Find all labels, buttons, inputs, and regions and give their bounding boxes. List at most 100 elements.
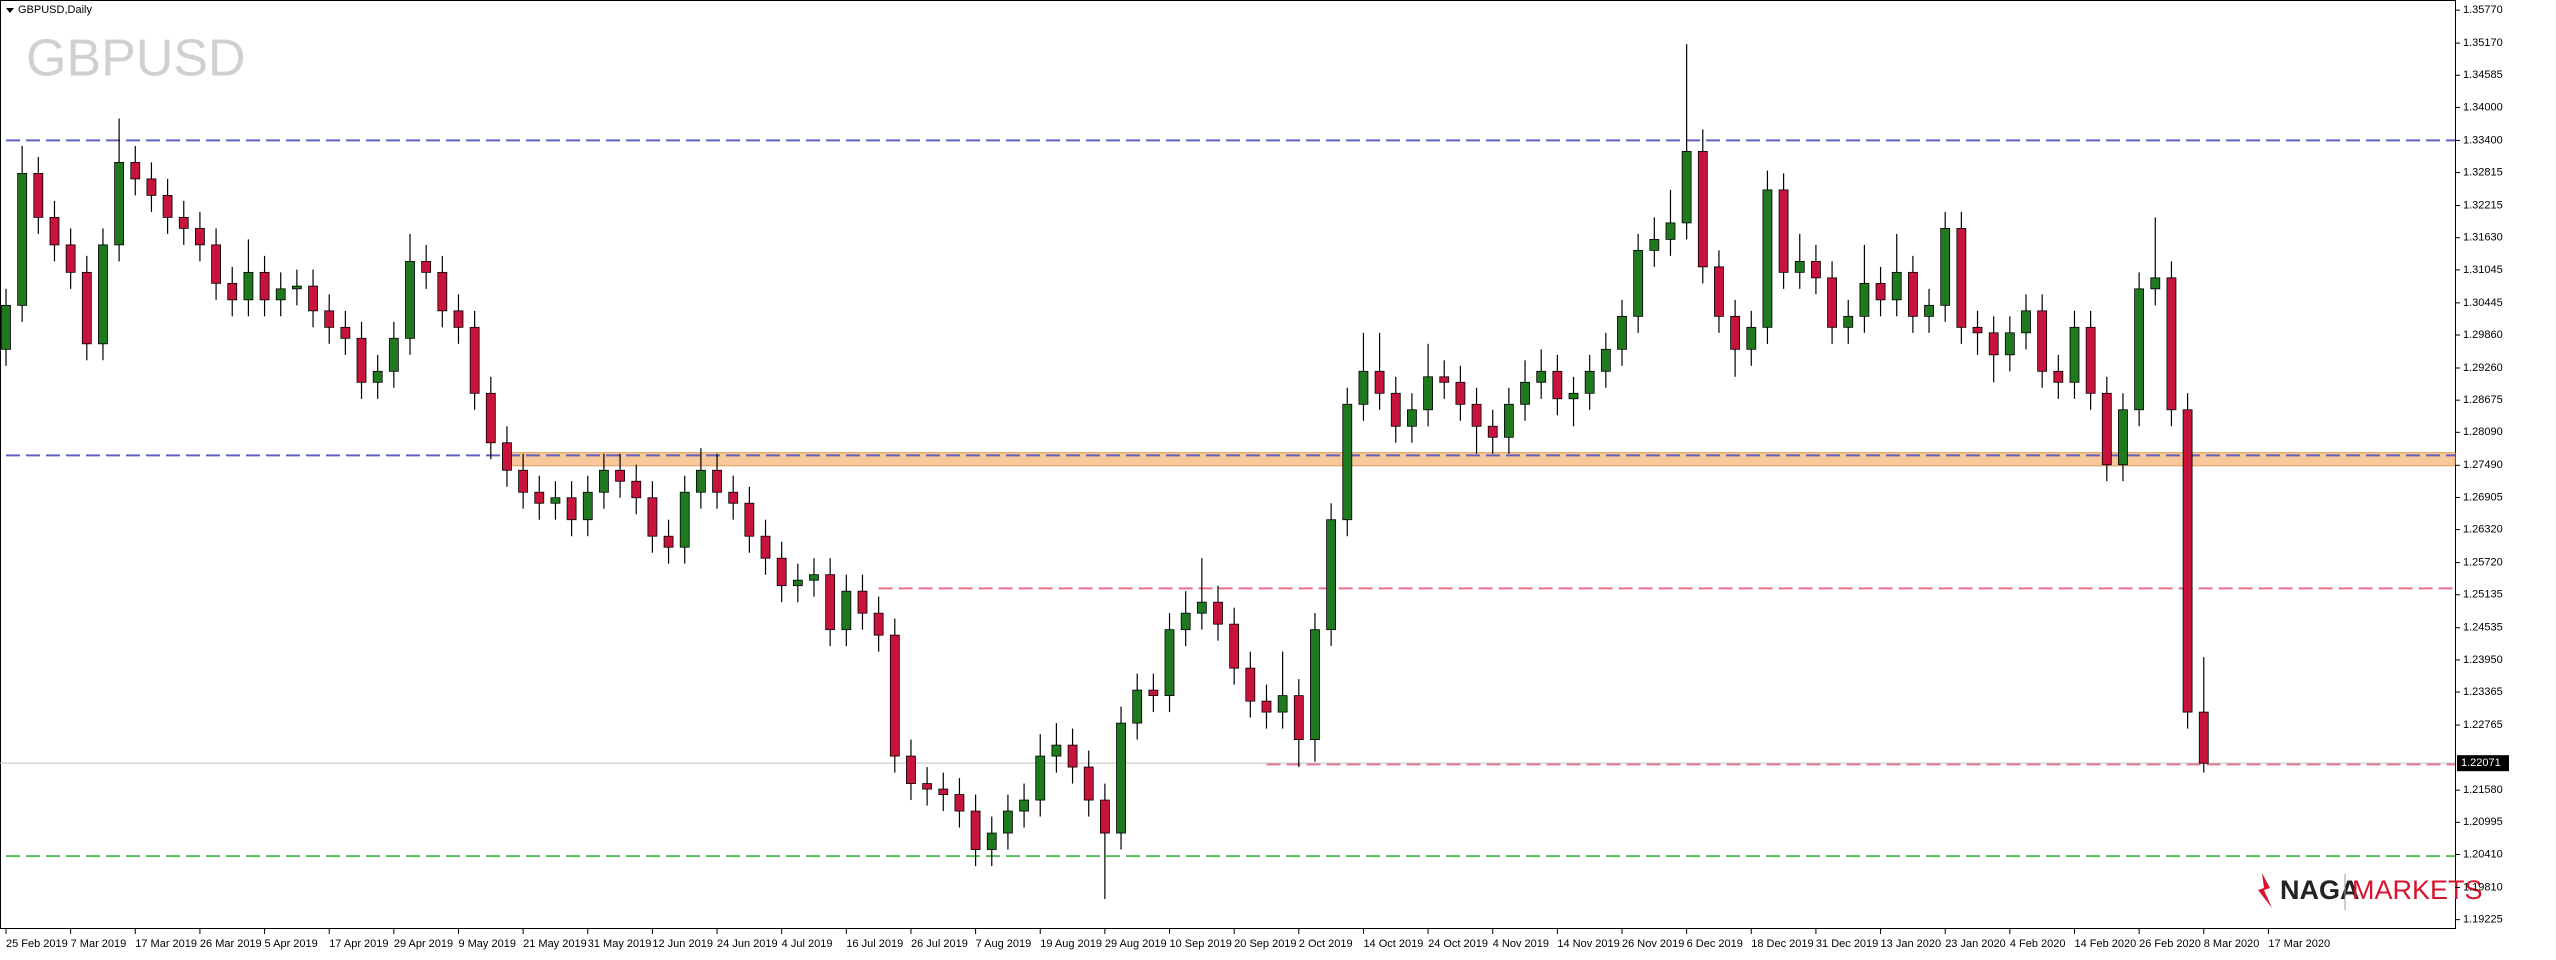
x-tick-label: 16 Jul 2019	[846, 938, 903, 950]
candle-body	[873, 612, 884, 636]
candle-body	[1148, 689, 1159, 697]
candle-body	[1794, 260, 1805, 273]
candle-body	[211, 244, 221, 284]
candle-body	[1471, 403, 1482, 427]
candle-body	[1843, 315, 1854, 328]
candle-body	[1407, 409, 1417, 427]
candle-body	[356, 337, 367, 383]
y-tick-label: 1.34585	[2463, 69, 2503, 81]
current-price-label: 1.22071	[2461, 757, 2501, 769]
candle-body	[922, 783, 933, 790]
candle-body	[2166, 277, 2177, 411]
x-tick-label: 24 Jun 2019	[717, 938, 778, 950]
candle-body	[1229, 623, 1240, 669]
candle-body	[1811, 260, 1821, 279]
candle-body	[227, 282, 238, 301]
candle-body	[130, 162, 141, 180]
candle-body	[2101, 392, 2112, 466]
candle-body	[1746, 326, 1757, 350]
x-tick-label: 2 Oct 2019	[1299, 938, 1353, 950]
x-tick-label: 29 Apr 2019	[394, 938, 453, 950]
candle-body	[324, 310, 335, 328]
candle-body	[1003, 810, 1013, 834]
current-price-box	[2457, 755, 2509, 772]
candle-body	[1697, 151, 1708, 268]
y-tick-label: 1.19225	[2463, 914, 2503, 926]
x-tick-label: 24 Oct 2019	[1428, 938, 1488, 950]
candle-body	[1859, 282, 1870, 317]
candle-body	[1584, 370, 1595, 394]
x-tick-label: 14 Nov 2019	[1557, 938, 1619, 950]
candle-body	[1035, 755, 1046, 801]
candle-body	[728, 491, 739, 504]
candle-body	[1762, 189, 1773, 328]
x-tick-label: 17 Apr 2019	[329, 938, 388, 950]
x-tick-label: 7 Mar 2019	[71, 938, 127, 950]
candle-body	[615, 469, 625, 482]
candle-body	[1487, 425, 1498, 438]
x-tick-label: 20 Sep 2019	[1234, 938, 1296, 950]
candle-body	[453, 310, 464, 328]
x-tick-label: 29 Aug 2019	[1105, 938, 1167, 950]
y-tick-label: 1.32215	[2463, 199, 2503, 211]
y-tick-label: 1.25135	[2463, 589, 2503, 601]
candle-body	[1665, 222, 1676, 240]
candle-body	[550, 497, 561, 504]
x-tick-label: 7 Aug 2019	[976, 938, 1032, 950]
candle-body	[1374, 370, 1385, 394]
x-tick-label: 17 Mar 2020	[2268, 938, 2330, 950]
candle-body	[2085, 326, 2096, 394]
candle-body	[1245, 667, 1256, 702]
x-tick-label: 14 Oct 2019	[1363, 938, 1423, 950]
candle-body	[1536, 370, 1547, 383]
y-tick-label: 1.27490	[2463, 459, 2503, 471]
x-tick-label: 13 Jan 2020	[1881, 938, 1942, 950]
candle-body	[1617, 315, 1627, 350]
candle-body	[1342, 403, 1353, 521]
x-tick-label: 12 Jun 2019	[652, 938, 713, 950]
candle-body	[695, 469, 706, 493]
candle-body	[178, 216, 189, 229]
candle-body	[49, 216, 60, 246]
candle-body	[98, 244, 108, 345]
y-tick-label: 1.20410	[2463, 848, 2503, 860]
menu-arrow	[6, 8, 14, 13]
candle-body	[1455, 381, 1466, 405]
x-tick-label: 14 Feb 2020	[2074, 938, 2136, 950]
candle-body	[1423, 376, 1433, 411]
logo-left: NAGA	[2280, 875, 2360, 905]
candle-body	[906, 755, 916, 784]
candle-body	[162, 194, 173, 218]
candle-body	[1390, 392, 1401, 427]
candle-body	[1520, 381, 1530, 405]
candle-body	[33, 173, 44, 218]
y-tick-label: 1.29260	[2463, 362, 2503, 374]
candle-body	[1730, 315, 1741, 350]
candle-body	[792, 579, 803, 587]
x-tick-label: 21 May 2019	[523, 938, 587, 950]
candle-body	[631, 480, 642, 499]
candle-body	[582, 491, 593, 521]
candle-body	[2198, 711, 2209, 764]
chart-title: GBPUSD,Daily	[18, 4, 92, 16]
candle-body	[1164, 629, 1175, 697]
candle-body	[388, 337, 399, 372]
candle-body	[502, 442, 512, 471]
candle-body	[291, 285, 302, 290]
y-tick-label: 1.19810	[2463, 881, 2503, 893]
candle-body	[938, 788, 949, 795]
candle-body	[1778, 189, 1789, 273]
candle-body	[889, 634, 900, 757]
candle-body	[485, 392, 496, 444]
candle-body	[970, 810, 981, 850]
y-tick-label: 1.29860	[2463, 329, 2503, 341]
candle-body	[1083, 766, 1094, 801]
candle-body	[405, 260, 415, 339]
candle-body	[1293, 695, 1304, 741]
candle-body	[1552, 370, 1563, 400]
y-tick-label: 1.34000	[2463, 101, 2503, 113]
x-tick-label: 26 Mar 2019	[200, 938, 262, 950]
y-tick-label: 1.26320	[2463, 524, 2503, 536]
candle-body	[2150, 277, 2161, 290]
candle-body	[469, 326, 480, 394]
